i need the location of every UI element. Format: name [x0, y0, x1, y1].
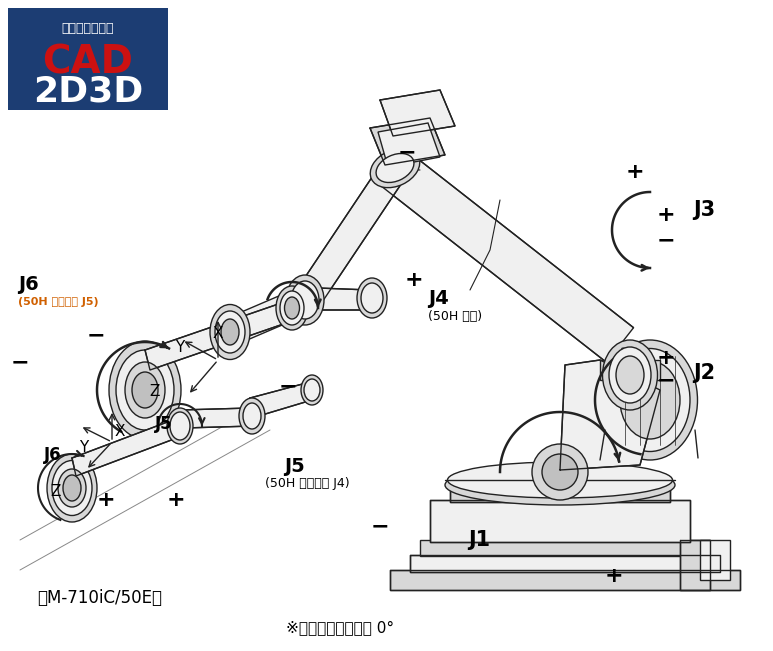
Text: −: − — [657, 370, 676, 390]
Ellipse shape — [58, 469, 86, 507]
Text: +: + — [405, 270, 424, 290]
Text: J6: J6 — [18, 275, 39, 294]
Ellipse shape — [63, 475, 81, 501]
Ellipse shape — [47, 454, 97, 522]
Polygon shape — [370, 118, 445, 165]
Circle shape — [532, 444, 588, 500]
Ellipse shape — [125, 362, 165, 418]
Text: (50H 以外): (50H 以外) — [428, 309, 482, 322]
Ellipse shape — [239, 398, 265, 434]
Ellipse shape — [304, 379, 320, 401]
Text: +: + — [604, 566, 623, 586]
Polygon shape — [410, 555, 720, 572]
Polygon shape — [560, 360, 660, 470]
Polygon shape — [72, 418, 182, 476]
Text: +: + — [97, 490, 115, 510]
Text: −: − — [657, 230, 676, 250]
Ellipse shape — [357, 278, 387, 318]
Polygon shape — [230, 287, 311, 343]
Ellipse shape — [276, 286, 308, 330]
Ellipse shape — [370, 148, 420, 187]
Ellipse shape — [116, 350, 174, 430]
Ellipse shape — [448, 462, 673, 498]
Polygon shape — [380, 90, 455, 136]
Ellipse shape — [243, 403, 261, 429]
Text: J6: J6 — [44, 446, 62, 464]
Polygon shape — [600, 360, 660, 380]
Text: (50H 的情形为 J4): (50H 的情形为 J4) — [265, 477, 349, 490]
Text: −: − — [397, 142, 417, 162]
Ellipse shape — [602, 340, 658, 410]
Text: J5: J5 — [284, 456, 305, 475]
Text: J5: J5 — [155, 415, 172, 433]
Text: +: + — [625, 162, 645, 182]
Text: ※此姿势全轴都成为 0°: ※此姿势全轴都成为 0° — [286, 620, 394, 635]
Ellipse shape — [215, 311, 245, 353]
Text: （M-710iC/50E）: （M-710iC/50E） — [38, 589, 162, 607]
Ellipse shape — [210, 305, 250, 359]
Bar — [8, 8, 168, 110]
Text: 2D3D: 2D3D — [33, 75, 143, 109]
Ellipse shape — [170, 412, 190, 440]
Text: (50H 的情形为 J5): (50H 的情形为 J5) — [18, 297, 99, 307]
Text: −: − — [11, 352, 29, 372]
Polygon shape — [390, 570, 740, 590]
Text: −: − — [279, 376, 298, 396]
Text: 工业自动化专家: 工业自动化专家 — [62, 21, 114, 35]
Text: +: + — [657, 205, 676, 225]
Text: Y: Y — [80, 441, 89, 456]
Ellipse shape — [280, 291, 304, 325]
Ellipse shape — [284, 297, 299, 319]
Text: J3: J3 — [693, 200, 715, 220]
Text: J2: J2 — [693, 363, 715, 383]
Ellipse shape — [445, 465, 675, 505]
Ellipse shape — [620, 361, 680, 439]
Ellipse shape — [616, 356, 644, 394]
Polygon shape — [145, 300, 295, 370]
Polygon shape — [450, 485, 670, 502]
Polygon shape — [378, 123, 440, 167]
Ellipse shape — [109, 341, 181, 439]
Polygon shape — [292, 287, 374, 310]
Text: +: + — [167, 490, 186, 510]
Ellipse shape — [602, 340, 697, 460]
Ellipse shape — [52, 460, 92, 516]
Text: Z: Z — [51, 484, 61, 499]
Ellipse shape — [167, 408, 193, 444]
Ellipse shape — [361, 283, 383, 313]
Text: J1: J1 — [468, 530, 490, 550]
Polygon shape — [420, 540, 710, 556]
Ellipse shape — [376, 154, 414, 182]
Ellipse shape — [301, 375, 323, 405]
Ellipse shape — [221, 319, 239, 345]
Ellipse shape — [132, 372, 158, 408]
Text: X: X — [213, 327, 223, 342]
Ellipse shape — [286, 275, 324, 325]
Polygon shape — [430, 500, 690, 542]
Text: CAD: CAD — [43, 43, 134, 81]
Text: +: + — [657, 348, 676, 368]
Text: −: − — [87, 325, 105, 345]
Circle shape — [542, 454, 578, 490]
Ellipse shape — [610, 348, 690, 452]
Ellipse shape — [291, 281, 319, 319]
Text: X: X — [114, 424, 125, 439]
Polygon shape — [700, 540, 730, 580]
Polygon shape — [250, 382, 312, 418]
Ellipse shape — [609, 347, 651, 403]
Text: Y: Y — [175, 340, 185, 355]
Text: Z: Z — [150, 385, 160, 400]
Polygon shape — [298, 160, 407, 303]
Polygon shape — [680, 540, 710, 590]
Polygon shape — [376, 148, 634, 363]
Text: −: − — [371, 516, 390, 536]
Polygon shape — [180, 408, 254, 428]
Text: J4: J4 — [428, 288, 449, 307]
